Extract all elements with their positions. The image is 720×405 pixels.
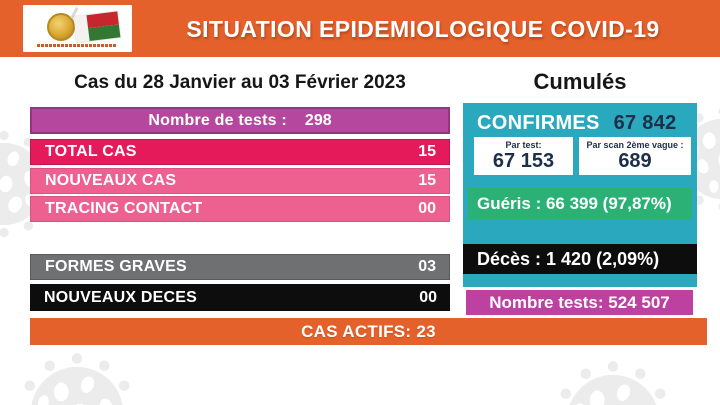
formes-graves-label: FORMES GRAVES xyxy=(45,258,187,275)
nouveaux-cas-value: 15 xyxy=(418,172,436,189)
par-scan-box: Par scan 2ème vague : 689 xyxy=(579,137,691,175)
page-title: SITUATION EPIDEMIOLOGIQUE COVID-19 xyxy=(186,16,660,42)
confirmes-label: CONFIRMES xyxy=(477,112,600,134)
par-test-value: 67 153 xyxy=(492,150,555,172)
logo-caption-line xyxy=(37,44,117,47)
total-cas-label: TOTAL CAS xyxy=(45,143,137,160)
virus-watermark-icon xyxy=(550,358,676,405)
nombre-de-tests-bar: Nombre de tests : 298 xyxy=(30,107,450,134)
gueris-bar: Guéris : 66 399 (97,87%) xyxy=(468,188,692,219)
madagascar-emblem-logo xyxy=(23,5,132,52)
virus-watermark-icon xyxy=(14,350,140,405)
cas-actifs-bar: CAS ACTIFS: 23 xyxy=(30,318,707,345)
deces-bar: Décès : 1 420 (2,09%) xyxy=(463,244,697,274)
confirmes-row: CONFIRMES 67 842 xyxy=(477,112,677,135)
cumulative-panel: CONFIRMES 67 842 Par test: 67 153 Par sc… xyxy=(463,103,697,287)
tracing-contact-bar: TRACING CONTACT 00 xyxy=(30,196,450,222)
madagascar-flag-icon xyxy=(73,11,121,43)
nombre-tests-cumule-bar: Nombre tests: 524 507 xyxy=(466,290,693,315)
total-cas-value: 15 xyxy=(418,143,436,160)
nouveaux-cas-bar: NOUVEAUX CAS 15 xyxy=(30,168,450,194)
par-scan-label: Par scan 2ème vague : xyxy=(586,140,684,150)
nombre-de-tests-label: Nombre de tests : xyxy=(148,111,287,129)
par-scan-value: 689 xyxy=(618,150,652,172)
madagascar-seal-icon xyxy=(47,13,75,41)
nombre-de-tests-value: 298 xyxy=(304,111,332,129)
nouveaux-deces-bar: NOUVEAUX DECES 00 xyxy=(30,284,450,311)
nouveaux-deces-value: 00 xyxy=(419,288,437,306)
tracing-contact-label: TRACING CONTACT xyxy=(45,200,203,217)
formes-graves-value: 03 xyxy=(418,258,436,275)
total-cas-bar: TOTAL CAS 15 xyxy=(30,139,450,165)
header-banner: SITUATION EPIDEMIOLOGIQUE COVID-19 xyxy=(0,0,720,57)
cumules-heading: Cumulés xyxy=(533,69,627,94)
formes-graves-bar: FORMES GRAVES 03 xyxy=(30,254,450,280)
period-label: Cas du 28 Janvier au 03 Février 2023 xyxy=(74,72,406,93)
confirmes-value: 67 842 xyxy=(613,112,677,134)
par-test-label: Par test: xyxy=(505,140,542,150)
par-test-box: Par test: 67 153 xyxy=(474,137,573,175)
tracing-contact-value: 00 xyxy=(418,200,436,217)
nouveaux-deces-label: NOUVEAUX DECES xyxy=(44,288,198,306)
nouveaux-cas-label: NOUVEAUX CAS xyxy=(45,172,177,189)
